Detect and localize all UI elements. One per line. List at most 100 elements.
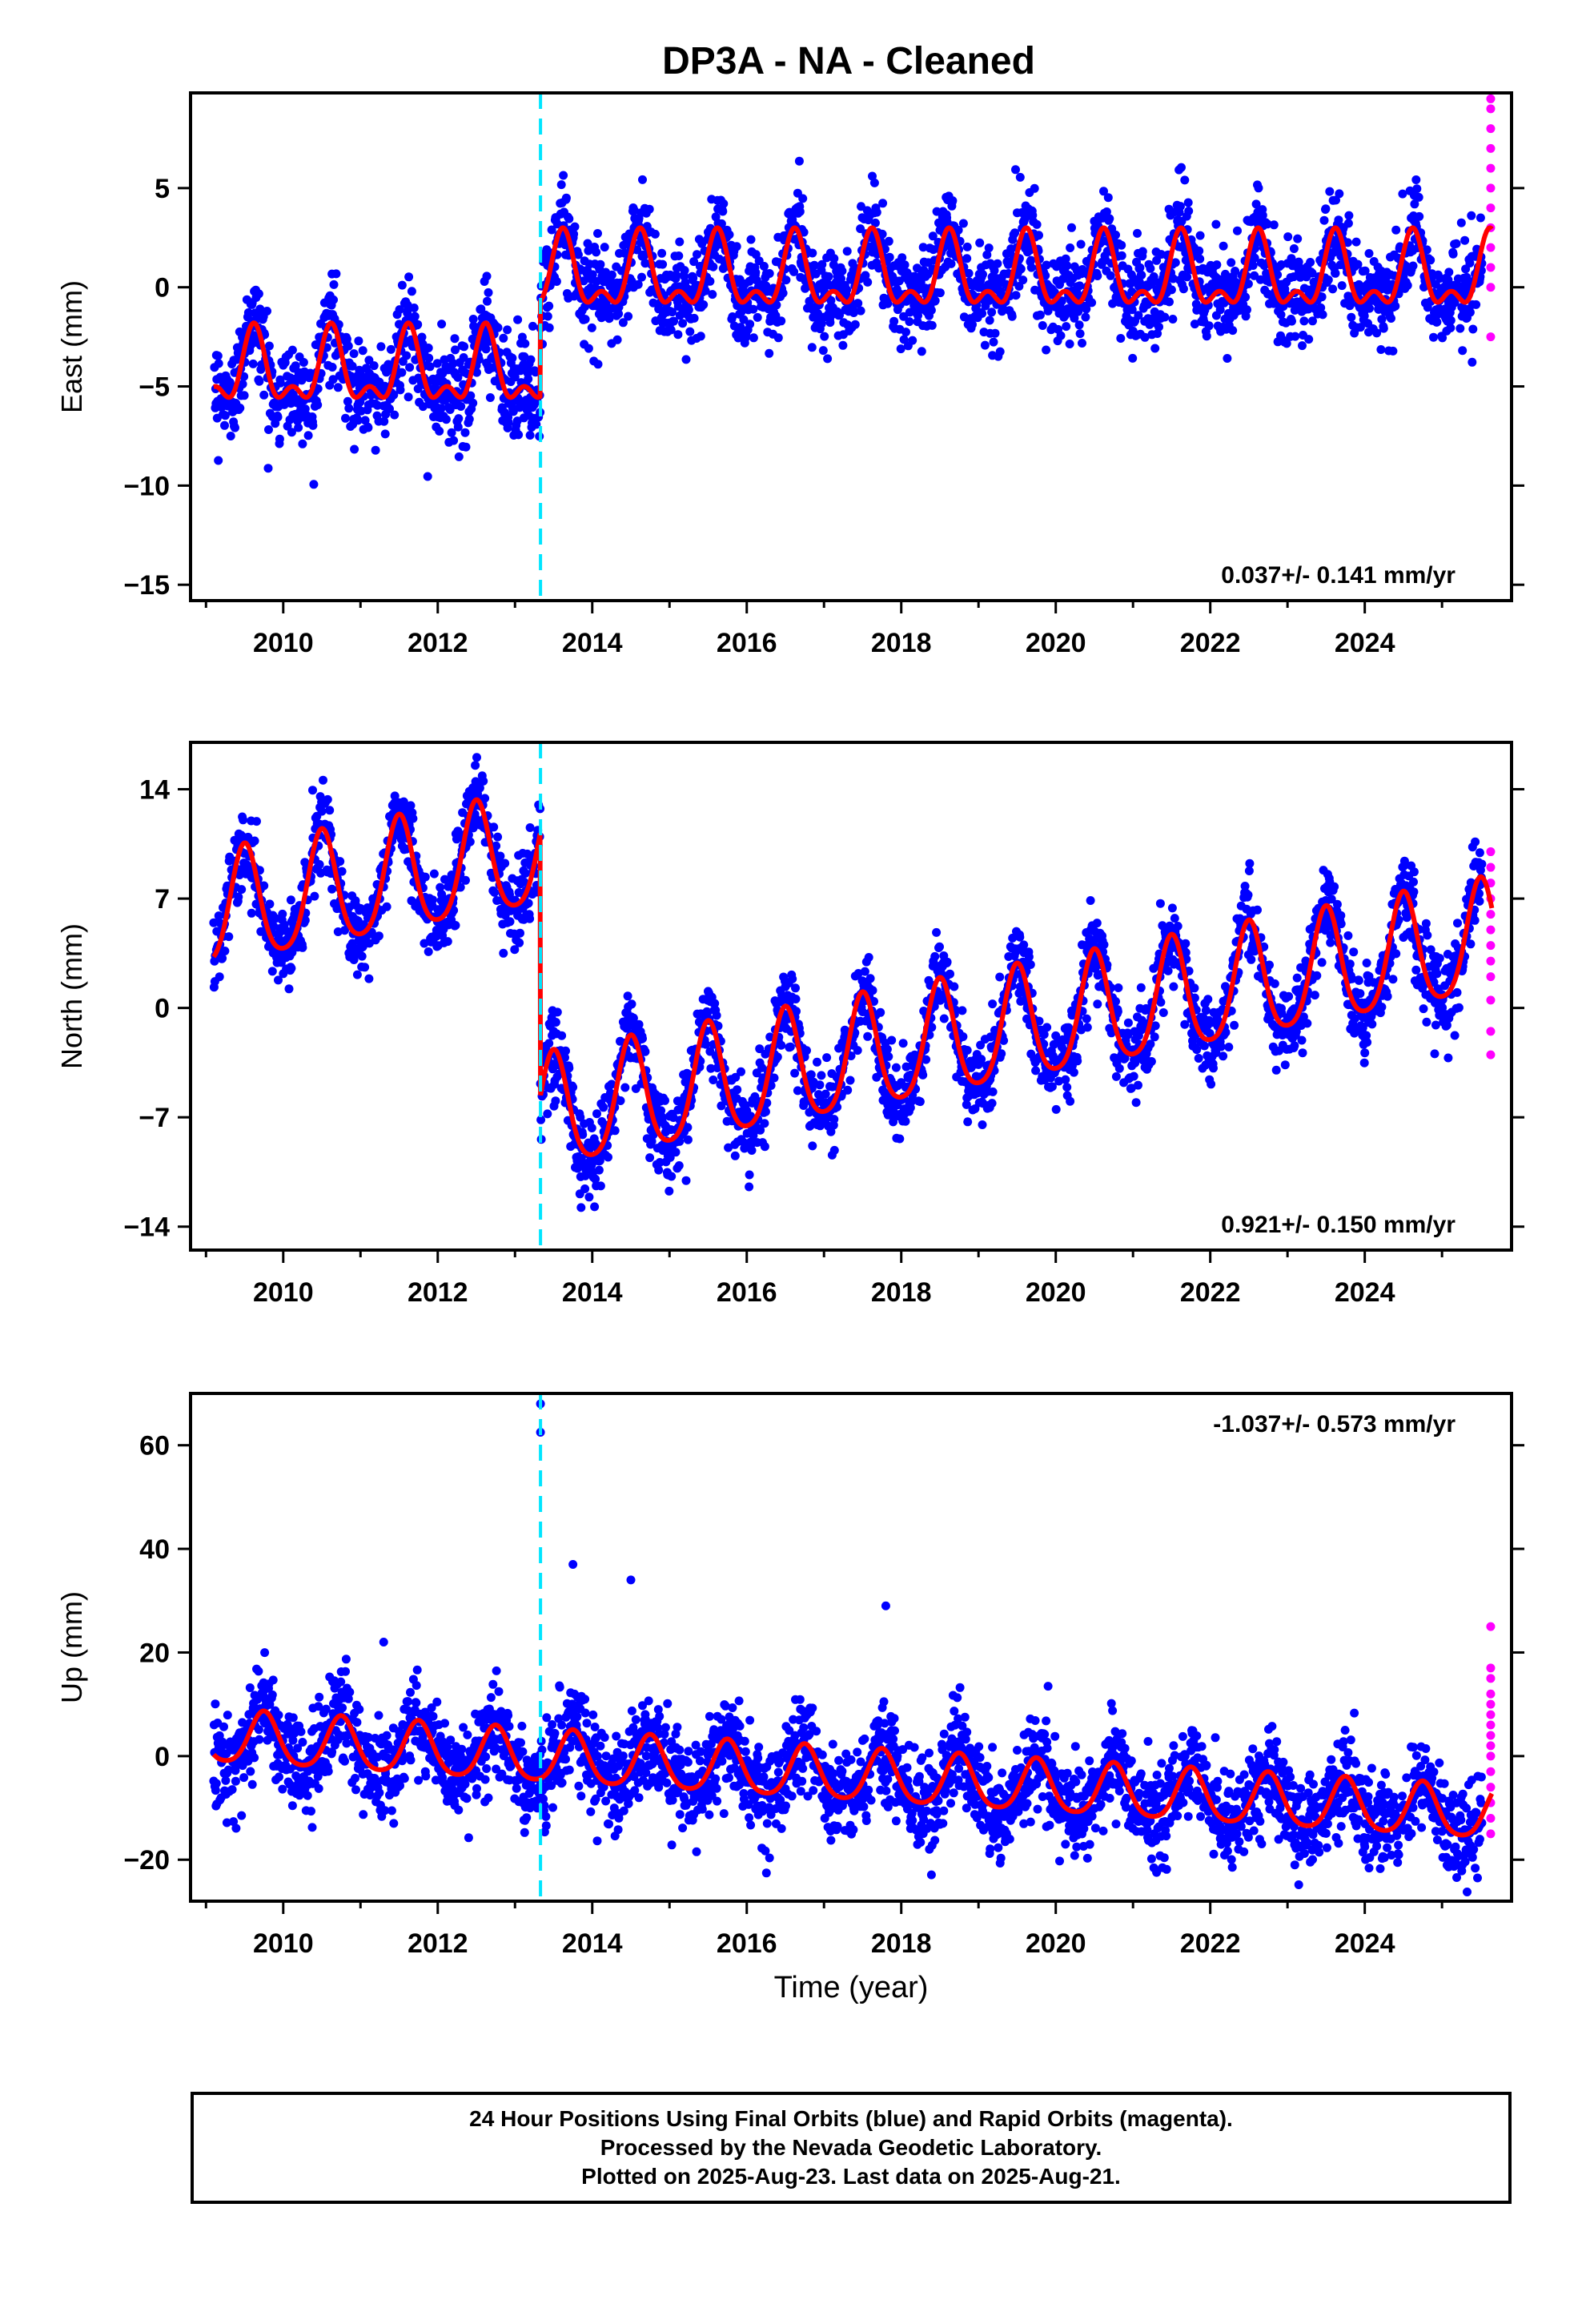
data-point [661,1096,669,1105]
data-point [1391,225,1401,235]
data-point [863,277,873,287]
data-point [982,250,992,259]
data-point [465,837,475,846]
data-point [1007,312,1017,321]
data-point [935,942,944,951]
data-point [508,407,518,416]
data-point [1228,326,1238,336]
data-point [1182,272,1192,282]
data-point [657,248,667,258]
data-point [718,207,728,216]
data-point [984,243,994,253]
data-point [263,307,271,316]
data-point [806,1070,816,1080]
data-point [220,420,229,430]
data-point [515,938,524,947]
data-point [1099,940,1109,950]
rapid-point [1486,263,1496,272]
rapid-point [1486,203,1496,213]
data-point [471,761,480,770]
data-point [1318,310,1327,320]
data-point [483,296,492,306]
data-point [357,951,367,961]
data-point [620,1083,630,1092]
data-point [905,317,914,327]
data-point [1138,247,1147,256]
data-point [759,262,769,271]
data-point [1128,353,1138,363]
data-point [1099,187,1108,196]
data-point [408,814,418,823]
data-point [1061,1075,1070,1084]
data-point [917,347,926,356]
data-point [459,353,468,362]
data-point [607,270,616,279]
data-point [870,218,880,227]
data-point [987,1099,997,1108]
data-point [286,895,295,905]
data-point [525,431,535,440]
data-point [344,404,354,413]
data-point [1306,258,1315,267]
data-point [428,895,437,905]
data-point [510,372,520,382]
data-point [958,1032,968,1041]
data-point [1168,274,1178,283]
data-point [1211,219,1221,229]
data-point [500,858,510,868]
data-point [243,308,253,317]
data-point [449,436,459,445]
data-point [516,928,524,938]
data-point [1035,310,1045,320]
data-point [1051,1104,1061,1114]
data-point [939,1014,949,1023]
data-point [791,995,801,1003]
data-point [876,1007,885,1017]
data-point [239,372,249,381]
data-point [1195,231,1205,240]
data-point [1411,175,1421,184]
data-point [496,851,505,861]
data-point [739,287,749,297]
data-point [1468,357,1477,367]
data-point [1015,172,1025,182]
data-point [514,430,524,440]
data-point [287,428,296,437]
data-point [821,1089,830,1099]
data-point [329,295,338,304]
data-point [543,1109,552,1119]
data-point [842,285,852,295]
data-point [593,360,603,369]
data-point [1152,255,1162,265]
data-point [424,947,433,956]
data-point [644,204,654,214]
data-point [725,230,734,239]
data-point [798,194,808,203]
data-point [988,1087,998,1096]
data-point [624,312,633,321]
data-point [584,344,593,353]
data-point [857,202,865,211]
data-point [588,270,597,279]
data-point [1093,999,1102,1009]
data-point [347,361,357,371]
data-point [220,411,230,420]
data-point [1379,324,1388,333]
data-point [499,333,508,343]
data-point [485,393,495,402]
data-point [853,1046,862,1055]
data-point [962,254,972,263]
data-point [913,311,922,320]
rapid-point [1486,332,1496,342]
data-point [1223,354,1232,363]
data-point [671,271,681,280]
data-point [1081,312,1090,322]
data-point [777,316,786,326]
data-point [544,1039,554,1048]
data-point [525,914,535,923]
data-point [354,336,363,346]
data-point [633,279,643,289]
data-point [275,378,285,388]
data-point [901,328,910,337]
data-point [946,969,954,979]
